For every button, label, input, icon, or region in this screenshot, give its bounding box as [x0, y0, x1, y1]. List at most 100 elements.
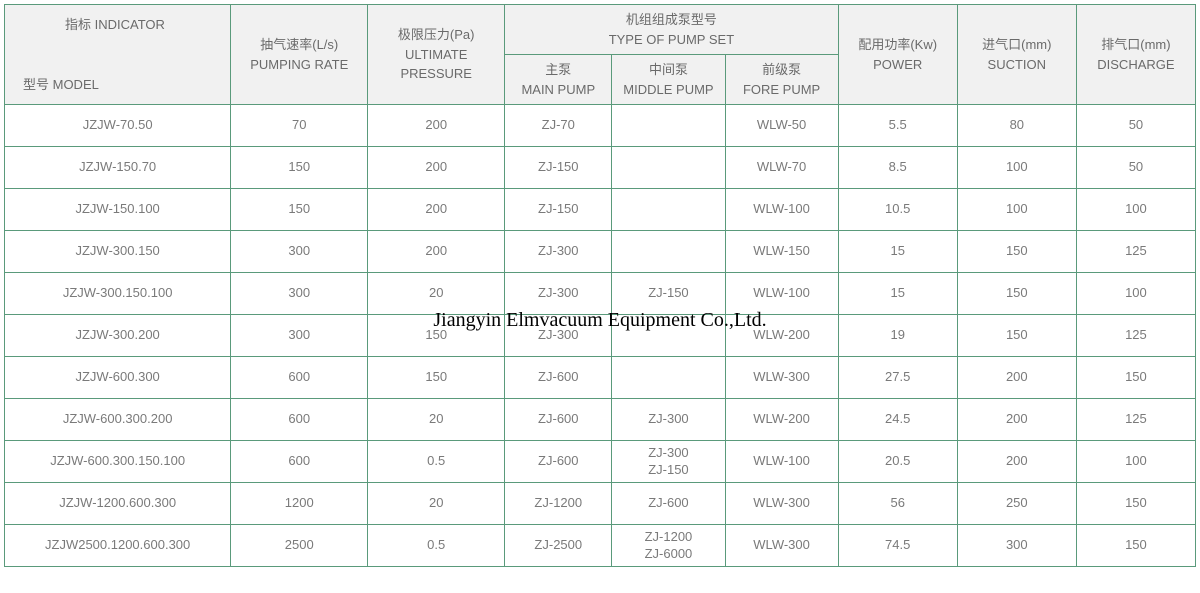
cell-fore: WLW-100	[725, 273, 838, 315]
header-indicator: 指标 INDICATOR 型号 MODEL	[5, 5, 231, 105]
cell-fore: WLW-200	[725, 315, 838, 357]
cell-fore: WLW-70	[725, 147, 838, 189]
cell-suction: 200	[957, 399, 1076, 441]
cell-power: 20.5	[838, 441, 957, 483]
cell-press: 200	[368, 105, 505, 147]
table-row: JZJW-70.5070200ZJ-70WLW-505.58050	[5, 105, 1196, 147]
header-pump-set: 机组组成泵型号 TYPE OF PUMP SET	[505, 5, 838, 55]
cell-power: 19	[838, 315, 957, 357]
cell-suction: 150	[957, 315, 1076, 357]
header-pumping-rate: 抽气速率(L/s) PUMPING RATE	[231, 5, 368, 105]
cell-press: 0.5	[368, 525, 505, 567]
cell-model: JZJW-300.150	[5, 231, 231, 273]
cell-middle	[612, 357, 725, 399]
cell-rate: 600	[231, 441, 368, 483]
cell-discharge: 125	[1076, 399, 1195, 441]
cell-middle: ZJ-600	[612, 483, 725, 525]
header-fore-pump: 前级泵 FORE PUMP	[725, 55, 838, 105]
header-indicator-label: 指标 INDICATOR	[65, 15, 165, 35]
table-row: JZJW-1200.600.300120020ZJ-1200ZJ-600WLW-…	[5, 483, 1196, 525]
cell-discharge: 50	[1076, 105, 1195, 147]
cell-rate: 150	[231, 147, 368, 189]
cell-main: ZJ-70	[505, 105, 612, 147]
table-row: JZJW-150.70150200ZJ-150WLW-708.510050	[5, 147, 1196, 189]
cell-fore: WLW-200	[725, 399, 838, 441]
cell-model: JZJW-600.300	[5, 357, 231, 399]
header-middle-pump: 中间泵 MIDDLE PUMP	[612, 55, 725, 105]
cell-main: ZJ-600	[505, 357, 612, 399]
cell-rate: 300	[231, 315, 368, 357]
cell-model: JZJW-300.150.100	[5, 273, 231, 315]
header-main-pump: 主泵 MAIN PUMP	[505, 55, 612, 105]
table-header: 指标 INDICATOR 型号 MODEL 抽气速率(L/s) PUMPING …	[5, 5, 1196, 105]
table-row: JZJW-150.100150200ZJ-150WLW-10010.510010…	[5, 189, 1196, 231]
cell-model: JZJW-150.70	[5, 147, 231, 189]
header-discharge: 排气口(mm) DISCHARGE	[1076, 5, 1195, 105]
cell-middle	[612, 231, 725, 273]
cell-discharge: 100	[1076, 273, 1195, 315]
cell-suction: 100	[957, 147, 1076, 189]
cell-middle	[612, 315, 725, 357]
cell-main: ZJ-2500	[505, 525, 612, 567]
cell-power: 8.5	[838, 147, 957, 189]
cell-model: JZJW2500.1200.600.300	[5, 525, 231, 567]
cell-press: 20	[368, 399, 505, 441]
cell-main: ZJ-300	[505, 273, 612, 315]
cell-middle	[612, 105, 725, 147]
cell-suction: 250	[957, 483, 1076, 525]
cell-power: 15	[838, 231, 957, 273]
table-row: JZJW-300.150300200ZJ-300WLW-15015150125	[5, 231, 1196, 273]
cell-discharge: 150	[1076, 483, 1195, 525]
cell-model: JZJW-600.300.150.100	[5, 441, 231, 483]
cell-press: 20	[368, 273, 505, 315]
cell-fore: WLW-100	[725, 441, 838, 483]
cell-middle: ZJ-300ZJ-150	[612, 441, 725, 483]
cell-suction: 80	[957, 105, 1076, 147]
cell-fore: WLW-300	[725, 357, 838, 399]
cell-model: JZJW-600.300.200	[5, 399, 231, 441]
cell-suction: 200	[957, 357, 1076, 399]
cell-fore: WLW-300	[725, 483, 838, 525]
cell-discharge: 125	[1076, 315, 1195, 357]
cell-middle: ZJ-1200ZJ-6000	[612, 525, 725, 567]
cell-fore: WLW-100	[725, 189, 838, 231]
cell-suction: 300	[957, 525, 1076, 567]
cell-discharge: 100	[1076, 441, 1195, 483]
cell-main: ZJ-600	[505, 441, 612, 483]
cell-fore: WLW-50	[725, 105, 838, 147]
table-row: JZJW-600.300600150ZJ-600WLW-30027.520015…	[5, 357, 1196, 399]
cell-rate: 150	[231, 189, 368, 231]
cell-main: ZJ-600	[505, 399, 612, 441]
cell-rate: 600	[231, 357, 368, 399]
cell-model: JZJW-70.50	[5, 105, 231, 147]
cell-press: 200	[368, 147, 505, 189]
cell-model: JZJW-150.100	[5, 189, 231, 231]
cell-rate: 600	[231, 399, 368, 441]
cell-middle	[612, 189, 725, 231]
table-row: JZJW-300.150.10030020ZJ-300ZJ-150WLW-100…	[5, 273, 1196, 315]
cell-discharge: 150	[1076, 357, 1195, 399]
cell-fore: WLW-150	[725, 231, 838, 273]
cell-rate: 300	[231, 273, 368, 315]
cell-fore: WLW-300	[725, 525, 838, 567]
header-suction: 进气口(mm) SUCTION	[957, 5, 1076, 105]
cell-power: 15	[838, 273, 957, 315]
cell-main: ZJ-300	[505, 315, 612, 357]
table-row: JZJW2500.1200.600.30025000.5ZJ-2500ZJ-12…	[5, 525, 1196, 567]
cell-press: 20	[368, 483, 505, 525]
cell-power: 27.5	[838, 357, 957, 399]
cell-power: 74.5	[838, 525, 957, 567]
cell-main: ZJ-1200	[505, 483, 612, 525]
table-row: JZJW-600.300.20060020ZJ-600ZJ-300WLW-200…	[5, 399, 1196, 441]
cell-rate: 1200	[231, 483, 368, 525]
cell-power: 5.5	[838, 105, 957, 147]
cell-middle: ZJ-150	[612, 273, 725, 315]
header-model-label: 型号 MODEL	[23, 75, 99, 95]
cell-press: 150	[368, 315, 505, 357]
table-row: JZJW-600.300.150.1006000.5ZJ-600ZJ-300ZJ…	[5, 441, 1196, 483]
spec-table: 指标 INDICATOR 型号 MODEL 抽气速率(L/s) PUMPING …	[4, 4, 1196, 567]
cell-suction: 200	[957, 441, 1076, 483]
cell-suction: 150	[957, 273, 1076, 315]
cell-press: 0.5	[368, 441, 505, 483]
cell-discharge: 125	[1076, 231, 1195, 273]
